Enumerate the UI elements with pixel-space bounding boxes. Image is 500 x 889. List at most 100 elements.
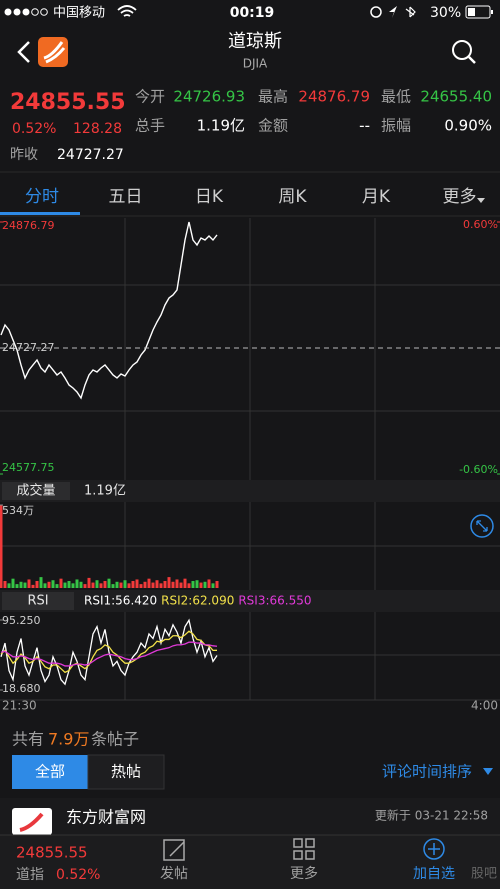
page-subtitle: DJIA <box>243 57 268 71</box>
tab[interactable]: 五日 <box>109 187 143 207</box>
search-button[interactable] <box>452 40 476 64</box>
volume-bar <box>91 582 95 588</box>
add-watchlist-button[interactable]: 加自选 <box>413 866 455 882</box>
volume-bar <box>63 582 67 588</box>
volume-bar <box>163 581 167 588</box>
filter-hot[interactable] <box>87 754 165 790</box>
stat-value: 1.19亿 <box>197 117 245 135</box>
volume-bar <box>211 583 215 588</box>
tab[interactable]: 日K <box>195 187 224 207</box>
line <box>0 221 218 400</box>
tab[interactable]: 月K <box>362 187 391 207</box>
sort-button[interactable]: 评论时间排序 <box>382 763 472 781</box>
rsi-tick-label: 18.680 <box>2 682 41 695</box>
more-button[interactable]: 更多 <box>290 865 318 882</box>
bottom-change: 0.52% <box>56 867 100 883</box>
volume-bar <box>115 581 119 588</box>
volume-bar <box>111 584 115 588</box>
tab[interactable]: 更多 <box>443 187 477 207</box>
prev-close-label: 昨收 <box>10 147 38 163</box>
volume-bar <box>47 581 51 588</box>
volume-bar <box>27 579 31 588</box>
chart-grid <box>0 218 500 701</box>
volume-bar <box>139 584 143 588</box>
volume-bar <box>95 580 99 588</box>
stat-label: 金额 <box>258 117 288 135</box>
percent-tick-label: -0.60% <box>459 463 498 476</box>
volume-bar <box>75 579 79 588</box>
volume-bar <box>59 578 63 588</box>
tab[interactable]: 分时 <box>25 187 59 207</box>
filter-hot-label[interactable]: 热帖 <box>111 763 141 781</box>
volume-bar <box>179 582 183 588</box>
posts-suffix: 条帖子 <box>91 730 139 749</box>
volume-bar <box>19 581 23 588</box>
volume-bar <box>175 579 179 588</box>
stat-label: 今开 <box>135 88 165 106</box>
volume-bar <box>147 578 151 588</box>
change-amount: 128.28 <box>73 121 122 137</box>
volume-bar <box>79 581 83 588</box>
stat-value: 24655.40 <box>420 88 492 106</box>
volume-bar <box>131 581 135 588</box>
volume-bar <box>43 583 47 588</box>
volume-bar <box>3 581 7 588</box>
volume-bar <box>207 579 211 588</box>
rsi-title: RSI <box>27 594 48 609</box>
volume-bar <box>107 578 111 588</box>
rsi-legend: RSI3:66.550 <box>238 594 311 608</box>
volume-bar <box>167 577 171 588</box>
stat-value: 0.90% <box>444 117 492 135</box>
volume-bar <box>195 580 199 588</box>
volume-bar <box>183 578 187 588</box>
stat-value: 24726.93 <box>173 88 245 106</box>
volume-bar <box>71 583 75 588</box>
volume-bar <box>215 581 219 588</box>
volume-bar <box>155 580 159 588</box>
bottom-bar: 24855.55 道指 0.52% 发帖 更多 加自选 股吧 <box>0 834 500 889</box>
volume-bar <box>15 584 19 588</box>
expand-button[interactable] <box>470 514 494 538</box>
volume-bar <box>159 583 163 588</box>
time-start: 21:30 <box>2 699 37 713</box>
volume-bar <box>199 582 203 588</box>
back-button[interactable] <box>17 41 30 63</box>
carrier: 中国移动 <box>53 6 105 21</box>
volume-bar <box>55 584 59 588</box>
post-button[interactable]: 发帖 <box>160 866 188 882</box>
filter-all[interactable] <box>12 755 88 789</box>
posts-prefix: 共有 <box>12 730 44 749</box>
stat-value: -- <box>359 117 370 135</box>
volume-bar <box>87 577 91 588</box>
clock: 00:19 <box>230 5 275 21</box>
bottom-name: 道指 <box>16 867 44 883</box>
volume-bar <box>103 581 107 588</box>
filter-all-label[interactable]: 全部 <box>35 763 65 781</box>
volume-bar <box>143 581 147 588</box>
nav-bar: 道琼斯 DJIA <box>17 31 476 71</box>
prev-close: 24727.27 <box>57 147 124 163</box>
percent-tick-label: 0.60% <box>463 218 498 231</box>
posts-section: 共有 7.9万 条帖子 全部 热帖 评论时间排序 东方财富网 更新于 03-21… <box>0 730 500 835</box>
rsi-tag <box>2 592 74 610</box>
price-tick-label: 24577.75 <box>2 461 55 474</box>
volume-bar <box>187 583 191 588</box>
volume-bar <box>7 583 11 588</box>
volume-bar <box>83 584 87 588</box>
watermark: 股吧 <box>471 867 497 882</box>
line <box>0 641 218 667</box>
status-bar: 中国移动 00:19 30% <box>4 5 493 21</box>
volume-bar <box>51 580 55 588</box>
price-tick-label: 24876.79 <box>2 219 55 232</box>
posts-count: 7.9万 <box>48 730 89 749</box>
volume-bar <box>11 578 15 588</box>
tab[interactable]: 周K <box>278 187 307 207</box>
volume-bar <box>171 581 175 588</box>
tab-bar: 分时 五日 日K 周K 月K 更多 <box>25 187 485 207</box>
volume-tag <box>2 482 70 500</box>
rsi-legend: RSI2:62.090 <box>161 594 234 608</box>
last-price: 24855.55 <box>10 90 126 115</box>
battery-level: 30% <box>430 5 461 21</box>
volume-bar <box>127 583 131 588</box>
